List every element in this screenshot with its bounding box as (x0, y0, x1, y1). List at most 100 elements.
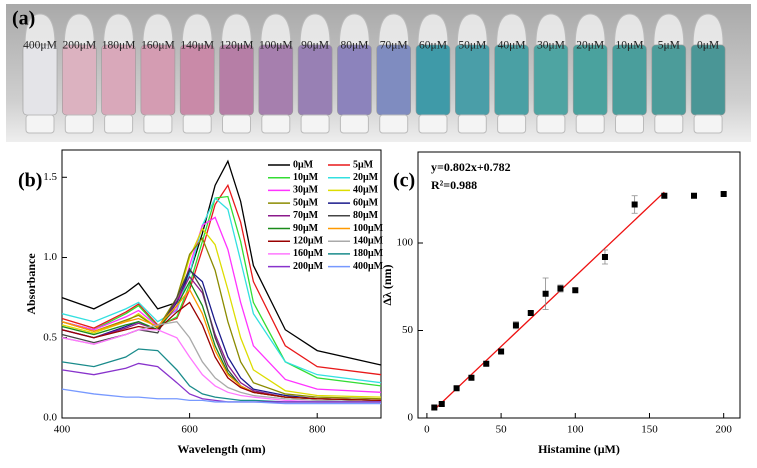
spectrum-line (61, 388, 381, 405)
data-point (527, 310, 534, 316)
tube-base (64, 114, 94, 134)
legend-label: 0μM (293, 159, 314, 170)
x-tick-label: 150 (641, 424, 658, 436)
tube-body (572, 44, 608, 116)
tube-body (258, 44, 294, 116)
tube-label: 200μM (62, 40, 96, 52)
tube-base (536, 114, 566, 134)
tube-base (418, 114, 448, 134)
tube-cap (653, 13, 685, 46)
tube-label: 120μM (220, 40, 254, 52)
data-point (631, 201, 638, 208)
legend-label: 180μM (353, 248, 384, 259)
legend-label: 40μM (353, 185, 379, 196)
tube-base (182, 114, 212, 134)
y-tick-label: 1.0 (43, 251, 57, 263)
tube-cap (338, 13, 370, 46)
tube-label: 0μM (697, 40, 719, 52)
tube-cap (299, 13, 331, 46)
spectrum-line (61, 183, 382, 376)
x-tick-label: 200 (715, 424, 732, 436)
data-point (557, 285, 564, 292)
tube-cap (103, 13, 135, 46)
x-axis-label: Histamine (μM) (538, 442, 620, 456)
spectrum-line (61, 288, 382, 401)
spectrum-line (61, 216, 382, 393)
legend-label: 30μM (293, 185, 319, 196)
spectrum-line (61, 195, 382, 387)
tube-body (494, 44, 529, 116)
plot-frame (417, 151, 741, 419)
tube-cap (24, 13, 56, 46)
data-point (453, 385, 460, 392)
spectrum-line (61, 267, 382, 401)
tube-label: 30μM (537, 40, 565, 52)
tube-base (104, 114, 134, 134)
data-point (601, 254, 608, 260)
tube-base (261, 114, 291, 134)
tube-base (143, 114, 173, 134)
tube-label: 70μM (380, 40, 408, 52)
tube-body (337, 44, 372, 116)
y-axis-label: Δλ (nm) (380, 264, 394, 305)
tube-cap (63, 13, 95, 46)
tube-base (615, 114, 644, 134)
data-point (431, 404, 438, 411)
tube-cap (456, 13, 488, 46)
legend-label: 60μM (353, 197, 379, 208)
tube-label: 180μM (102, 40, 136, 52)
data-point (498, 348, 505, 355)
tube-cap (535, 13, 567, 46)
tube-body (219, 44, 254, 116)
tube-base (575, 114, 605, 134)
tube-body (22, 44, 58, 116)
tube-label: 90μM (301, 40, 329, 52)
tube-body (297, 44, 333, 116)
x-tick-label: 100 (567, 424, 584, 436)
tube-body (454, 44, 490, 116)
legend-label: 90μM (293, 223, 319, 234)
tube-label: 100μM (259, 40, 293, 52)
tube-label: 40μM (498, 40, 526, 52)
y-tick-label: 0.5 (43, 331, 57, 343)
data-point (661, 192, 668, 199)
data-point (483, 360, 490, 367)
tube-cap (142, 13, 174, 46)
tube-base (25, 114, 55, 134)
x-tick-label: 600 (181, 424, 198, 436)
tube-label: 400μM (23, 40, 57, 52)
y-tick-label: 50 (402, 324, 414, 336)
tube-base (654, 114, 684, 134)
legend-label: 10μM (293, 172, 319, 183)
tube-body (651, 44, 687, 116)
tube-base (379, 114, 409, 134)
legend-label: 120μM (293, 235, 324, 246)
data-point (512, 322, 519, 329)
panel-label: (b) (18, 170, 42, 192)
tube-cap (496, 13, 528, 46)
tube-body (376, 44, 412, 116)
data-point (468, 374, 475, 381)
data-point (542, 290, 549, 297)
legend-label: 20μM (353, 172, 379, 183)
x-axis-label: Wavelength (nm) (177, 442, 265, 456)
tube-base (222, 114, 251, 134)
data-point (691, 192, 697, 199)
y-tick-label: 1.5 (43, 171, 57, 183)
tube-cap (181, 13, 213, 46)
y-tick-label: 100 (397, 237, 414, 249)
tube-cap (692, 13, 724, 46)
tube-base (457, 114, 487, 134)
legend-label: 160μM (293, 248, 324, 259)
tube-label: 50μM (458, 40, 486, 52)
panel-label: (a) (12, 8, 35, 30)
legend-label: 100μM (353, 223, 384, 234)
legend-label: 400μM (353, 261, 384, 272)
tube-body (690, 44, 726, 116)
data-point (720, 191, 727, 197)
x-tick-label: 50 (496, 424, 508, 436)
tube-base (339, 114, 369, 134)
tube-base (497, 114, 527, 134)
spectrum-line (61, 236, 382, 400)
